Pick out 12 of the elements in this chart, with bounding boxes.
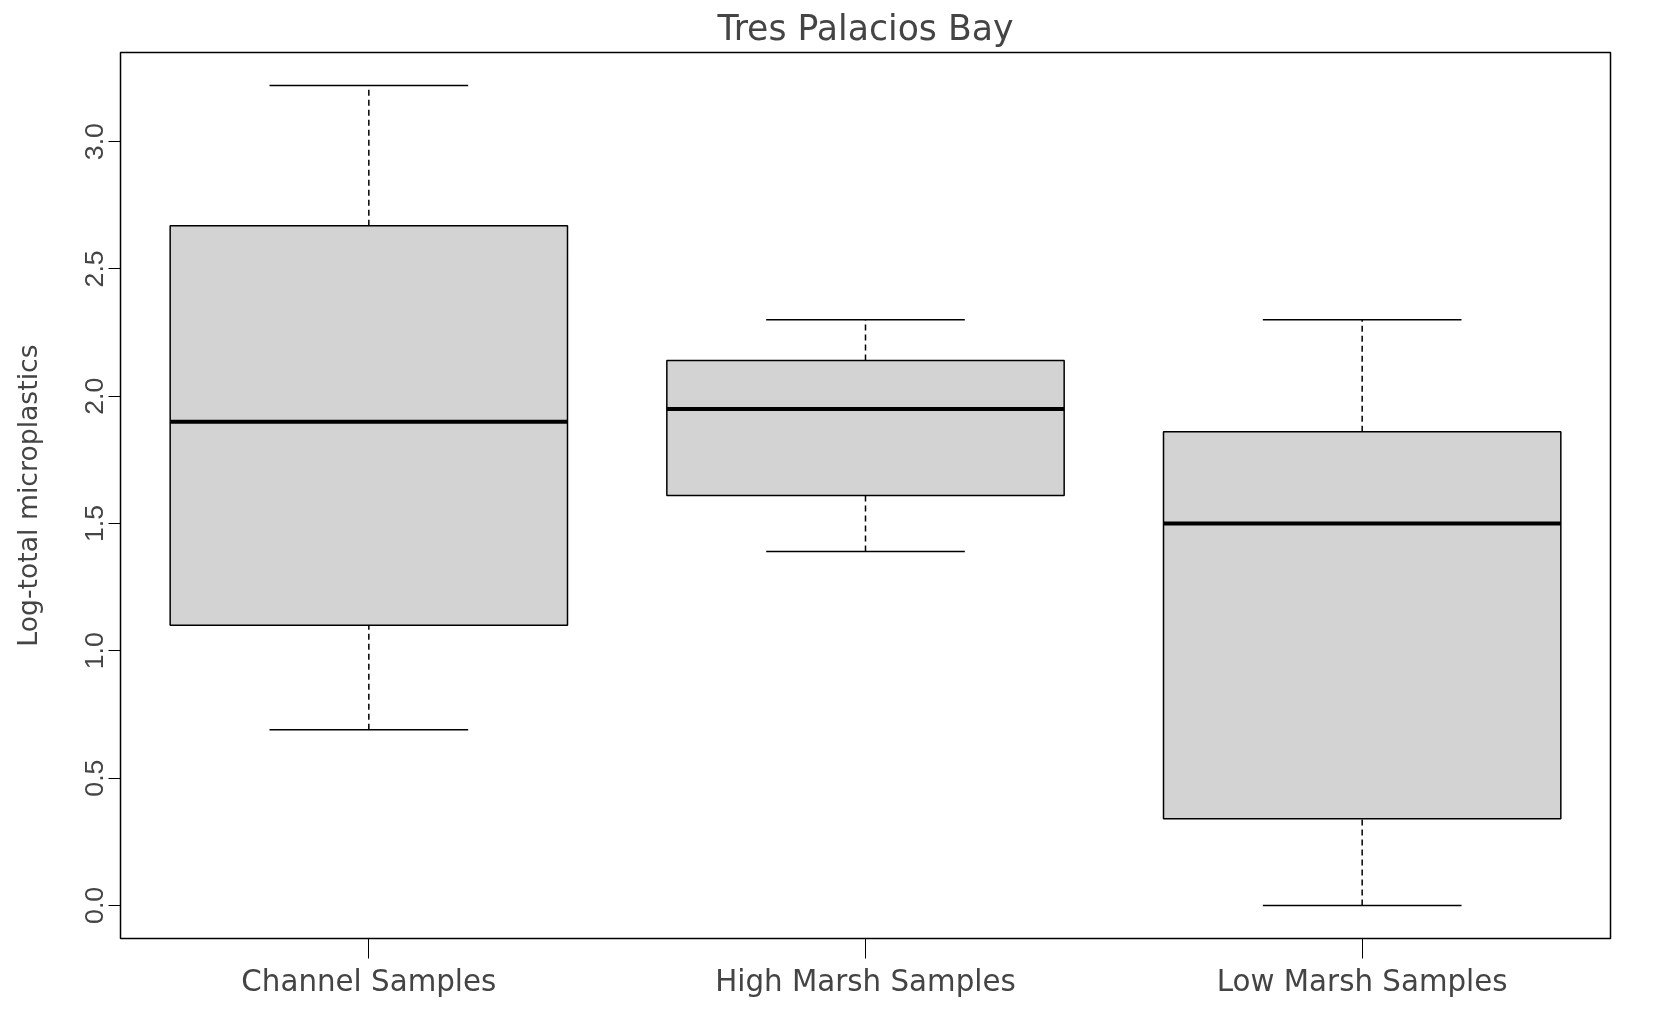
y-tick-label: 1.5 bbox=[79, 504, 110, 543]
chart-title: Tres Palacios Bay bbox=[716, 7, 1014, 48]
y-tick-label: 2.5 bbox=[79, 250, 110, 288]
y-tick-label: 2.0 bbox=[79, 377, 110, 415]
y-tick-label: 0.5 bbox=[79, 759, 110, 797]
x-tick-label: Low Marsh Samples bbox=[1216, 963, 1508, 998]
y-tick-label: 3.0 bbox=[79, 123, 110, 161]
x-tick-label: High Marsh Samples bbox=[715, 963, 1016, 998]
y-tick-label: 1.0 bbox=[79, 632, 110, 670]
y-tick-label: 0.0 bbox=[79, 886, 110, 924]
y-axis-title: Log-total microplastics bbox=[11, 344, 43, 647]
x-tick-label: Channel Samples bbox=[241, 963, 497, 998]
